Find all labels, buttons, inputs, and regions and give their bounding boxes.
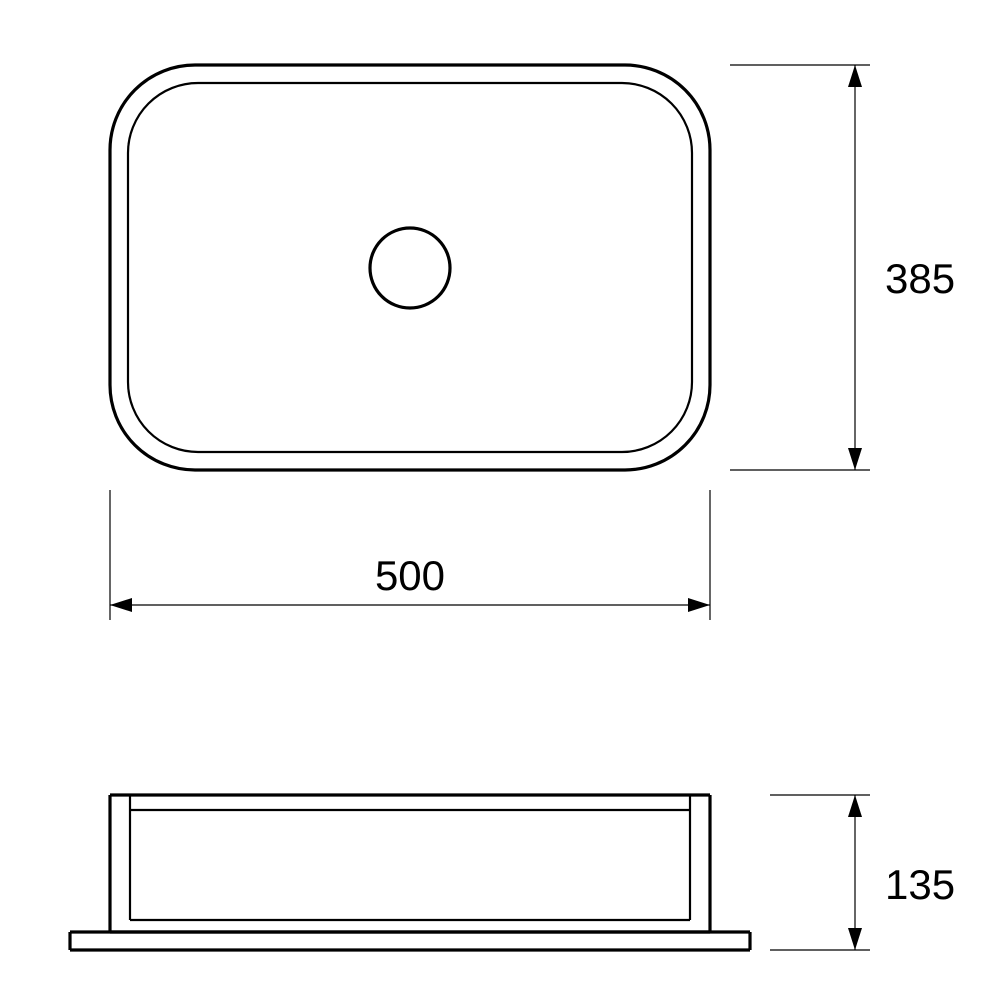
arrowhead-up-icon [848,65,862,87]
plan-view [110,65,710,470]
arrowhead-down-icon [848,928,862,950]
arrowhead-up-icon [848,795,862,817]
dimension-height-label: 135 [885,861,955,908]
dimension-width: 500 [110,490,710,620]
basin-outer-rim [110,65,710,470]
dimension-height: 135 [770,795,955,950]
arrowhead-right-icon [688,598,710,612]
dimension-depth: 385 [730,65,955,470]
basin-inner-rim [128,83,692,452]
arrowhead-down-icon [848,448,862,470]
dimension-depth-label: 385 [885,255,955,302]
elevation-view [70,795,750,950]
drain-hole [370,228,450,308]
arrowhead-left-icon [110,598,132,612]
dimension-width-label: 500 [375,552,445,599]
